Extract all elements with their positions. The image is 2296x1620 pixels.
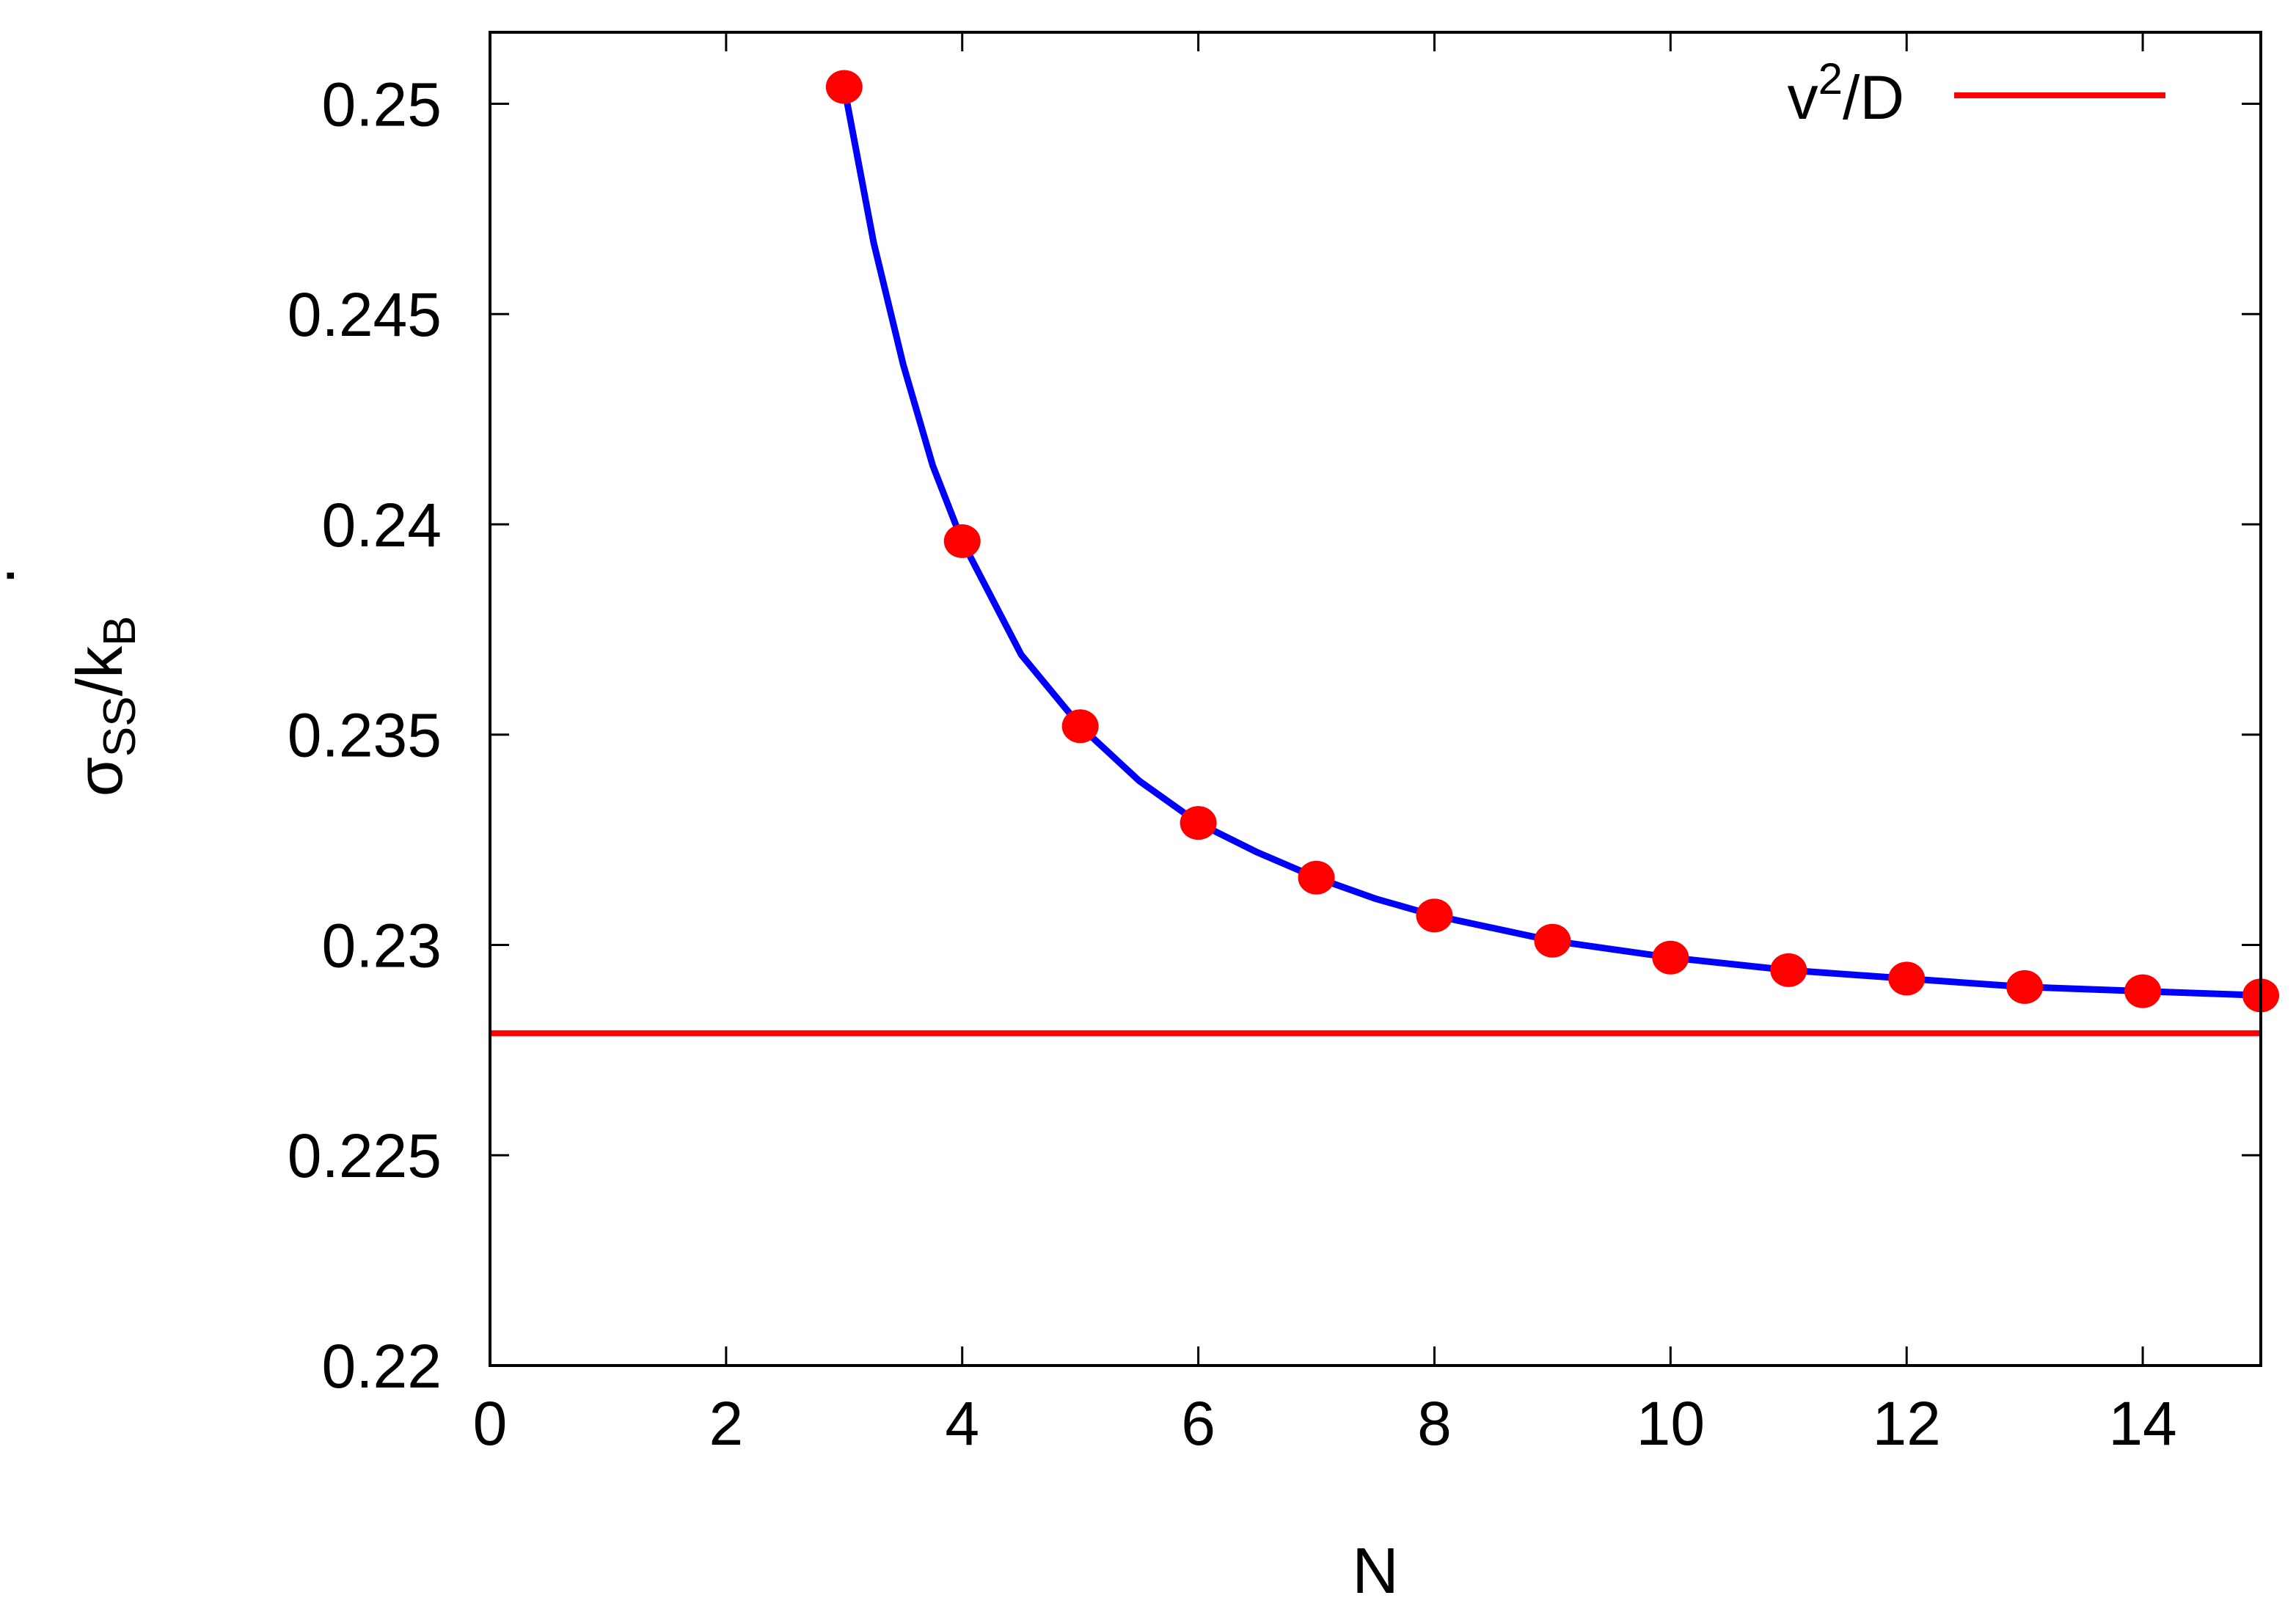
x-axis-title: N <box>1352 1534 1399 1607</box>
x-axis-ticks: 0 2 4 6 8 10 12 14 <box>473 32 2177 1458</box>
y-tick-label: 0.225 <box>288 1121 442 1190</box>
x-tick-label: 0 <box>473 1389 508 1458</box>
y-axis-title-subscript: SS <box>95 696 145 757</box>
y-axis-title-subscript-b: B <box>95 616 145 646</box>
x-tick-label: 2 <box>709 1389 744 1458</box>
legend-label: v2/D <box>1788 54 1904 132</box>
y-tick-label: 0.235 <box>288 701 442 770</box>
legend: v2/D <box>1788 54 2165 132</box>
y-tick-label: 0.22 <box>322 1332 442 1401</box>
legend-label-superscript: 2 <box>1818 54 1843 103</box>
y-axis-title-slash: /k <box>63 645 136 696</box>
legend-label-main: v <box>1788 63 1818 132</box>
y-axis-title-text: σSS/kB <box>63 616 145 797</box>
data-point <box>1888 961 1926 996</box>
data-point <box>1061 709 1099 744</box>
y-axis-title: σSS/kB · <box>0 565 145 796</box>
data-point <box>1534 923 1571 958</box>
plot-content <box>490 70 2279 1036</box>
y-axis-ticks: 0.22 0.225 0.23 0.235 0.24 0.245 0.25 <box>288 70 2261 1401</box>
data-point <box>825 70 863 104</box>
data-point <box>943 524 981 558</box>
data-point <box>1770 953 1807 987</box>
legend-label-rest: /D <box>1843 63 1904 132</box>
plot-frame <box>489 31 2262 1367</box>
y-tick-label: 0.25 <box>322 70 442 139</box>
x-tick-label: 12 <box>1872 1389 1940 1458</box>
x-tick-label: 6 <box>1181 1389 1215 1458</box>
fit-curve <box>841 86 2262 999</box>
data-point <box>1652 940 1689 975</box>
x-tick-label: 4 <box>945 1389 979 1458</box>
data-point <box>2006 970 2044 1004</box>
y-axis-title-dot: · <box>0 565 42 586</box>
data-point <box>1298 860 1335 895</box>
data-point <box>1416 898 1453 933</box>
data-point <box>2124 974 2162 1008</box>
x-tick-label: 10 <box>1637 1389 1705 1458</box>
x-tick-label: 8 <box>1417 1389 1452 1458</box>
y-tick-label: 0.24 <box>322 491 442 560</box>
data-point <box>1180 806 1217 840</box>
y-axis-title-symbol: σ <box>63 757 136 796</box>
y-tick-label: 0.23 <box>322 911 442 980</box>
y-tick-label: 0.245 <box>288 280 442 349</box>
x-tick-label: 14 <box>2108 1389 2176 1458</box>
